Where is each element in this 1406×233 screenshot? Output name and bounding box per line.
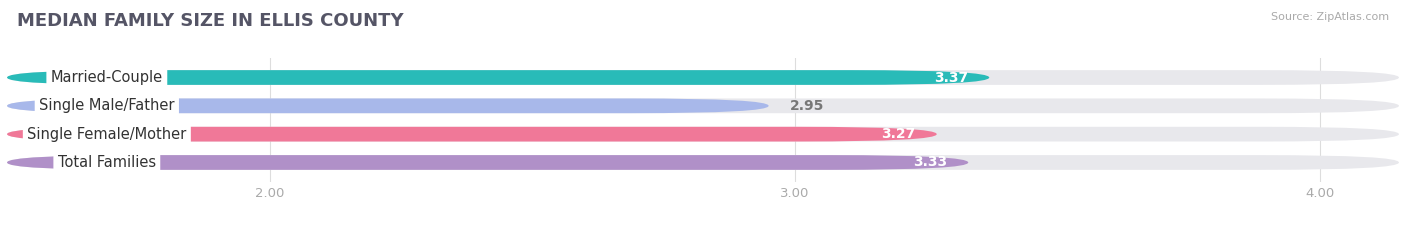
Text: MEDIAN FAMILY SIZE IN ELLIS COUNTY: MEDIAN FAMILY SIZE IN ELLIS COUNTY (17, 12, 404, 30)
Text: 3.27: 3.27 (882, 127, 915, 141)
Text: Married-Couple: Married-Couple (51, 70, 163, 85)
Text: Total Families: Total Families (58, 155, 156, 170)
FancyBboxPatch shape (7, 70, 990, 85)
FancyBboxPatch shape (7, 99, 1399, 113)
FancyBboxPatch shape (7, 155, 1399, 170)
Text: Single Female/Mother: Single Female/Mother (27, 127, 187, 142)
Text: 3.37: 3.37 (934, 71, 969, 85)
FancyBboxPatch shape (7, 99, 769, 113)
FancyBboxPatch shape (7, 155, 969, 170)
Text: 3.33: 3.33 (912, 155, 948, 169)
FancyBboxPatch shape (7, 127, 1399, 141)
FancyBboxPatch shape (7, 127, 936, 141)
FancyBboxPatch shape (7, 70, 1399, 85)
Text: Single Male/Father: Single Male/Father (39, 98, 174, 113)
Text: 2.95: 2.95 (790, 99, 824, 113)
Text: Source: ZipAtlas.com: Source: ZipAtlas.com (1271, 12, 1389, 22)
